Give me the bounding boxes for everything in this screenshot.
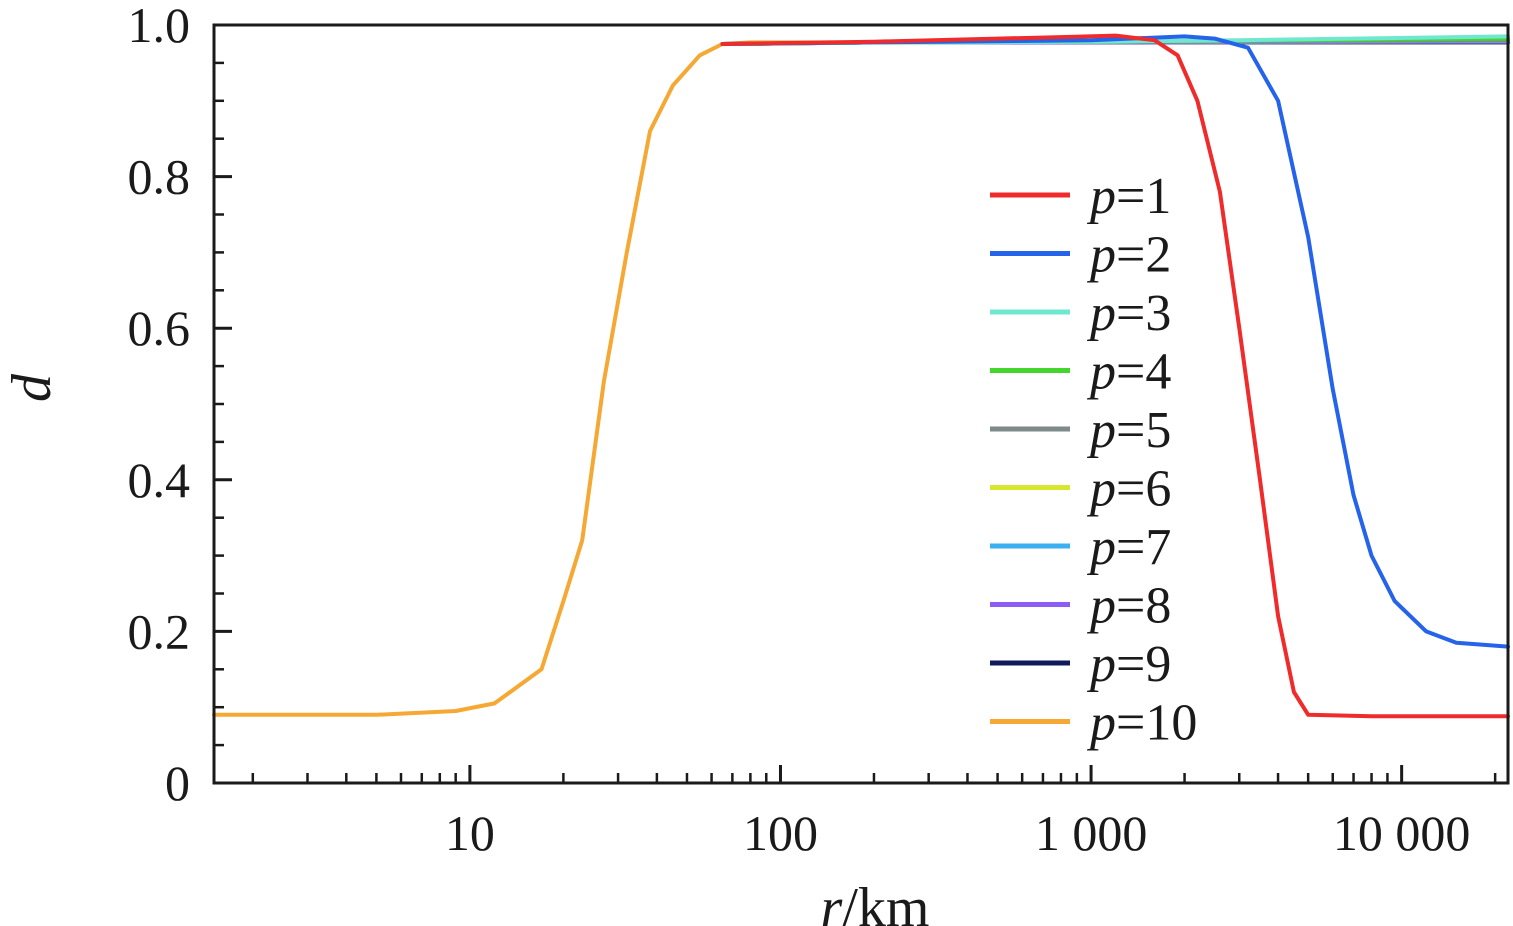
legend-var: p bbox=[1086, 578, 1116, 635]
legend-var: p bbox=[1086, 695, 1116, 752]
plot-area bbox=[214, 25, 1508, 783]
legend-label: p=3 bbox=[1086, 285, 1171, 342]
legend: p=1p=2p=3p=4p=5p=6p=7p=8p=9p=10 bbox=[990, 168, 1197, 752]
legend-label: p=10 bbox=[1086, 695, 1197, 752]
x-tick-label: 1 000 bbox=[1035, 805, 1148, 861]
legend-var: p bbox=[1086, 285, 1116, 342]
legend-var: p bbox=[1086, 461, 1116, 518]
series-line-p-1 bbox=[720, 33, 1510, 719]
legend-eq: =10 bbox=[1116, 695, 1197, 752]
legend-label: p=2 bbox=[1086, 227, 1171, 284]
series-layer bbox=[212, 33, 1510, 719]
y-ticks: 0 0.2 0.4 0.6 0.8 1.0 bbox=[128, 0, 232, 811]
legend-var: p bbox=[1086, 168, 1116, 225]
x-tick-label: 10 000 bbox=[1333, 805, 1471, 861]
legend-eq: =9 bbox=[1116, 636, 1171, 693]
legend-var: p bbox=[1086, 344, 1116, 401]
legend-label: p=9 bbox=[1086, 636, 1171, 693]
y-axis-title: d bbox=[1, 373, 63, 402]
series-line-p-2 bbox=[720, 34, 1510, 649]
plot-frame bbox=[212, 23, 1510, 785]
x-major-ticks: 10 100 1 000 10 000 bbox=[445, 765, 1471, 861]
legend-eq: =4 bbox=[1116, 344, 1171, 401]
x-axis-unit: /km bbox=[842, 877, 929, 926]
legend-label: p=4 bbox=[1086, 344, 1171, 401]
legend-var: p bbox=[1086, 519, 1116, 576]
legend-label: p=6 bbox=[1086, 461, 1171, 518]
x-tick-label: 100 bbox=[743, 805, 818, 861]
legend-eq: =3 bbox=[1116, 285, 1171, 342]
legend-label: p=5 bbox=[1086, 402, 1171, 459]
legend-label: p=7 bbox=[1086, 519, 1171, 576]
legend-eq: =7 bbox=[1116, 519, 1171, 576]
x-minor-ticks bbox=[251, 773, 1497, 783]
x-axis-var: r bbox=[821, 877, 843, 926]
legend-eq: =2 bbox=[1116, 227, 1171, 284]
y-tick-label: 0 bbox=[165, 755, 190, 811]
y-tick-label: 0.6 bbox=[128, 300, 191, 356]
legend-eq: =1 bbox=[1116, 168, 1171, 225]
legend-var: p bbox=[1086, 227, 1116, 284]
legend-label: p=8 bbox=[1086, 578, 1171, 635]
legend-label: p=1 bbox=[1086, 168, 1171, 225]
y-tick-label: 0.8 bbox=[128, 149, 191, 205]
legend-eq: =5 bbox=[1116, 402, 1171, 459]
y-tick-label: 1.0 bbox=[128, 0, 191, 53]
y-tick-label: 0.4 bbox=[128, 452, 191, 508]
legend-eq: =8 bbox=[1116, 578, 1171, 635]
x-axis-title: r/km bbox=[821, 877, 930, 926]
y-tick-label: 0.2 bbox=[128, 603, 191, 659]
x-tick-label: 10 bbox=[445, 805, 495, 861]
legend-eq: =6 bbox=[1116, 461, 1171, 518]
legend-var: p bbox=[1086, 402, 1116, 459]
legend-var: p bbox=[1086, 636, 1116, 693]
